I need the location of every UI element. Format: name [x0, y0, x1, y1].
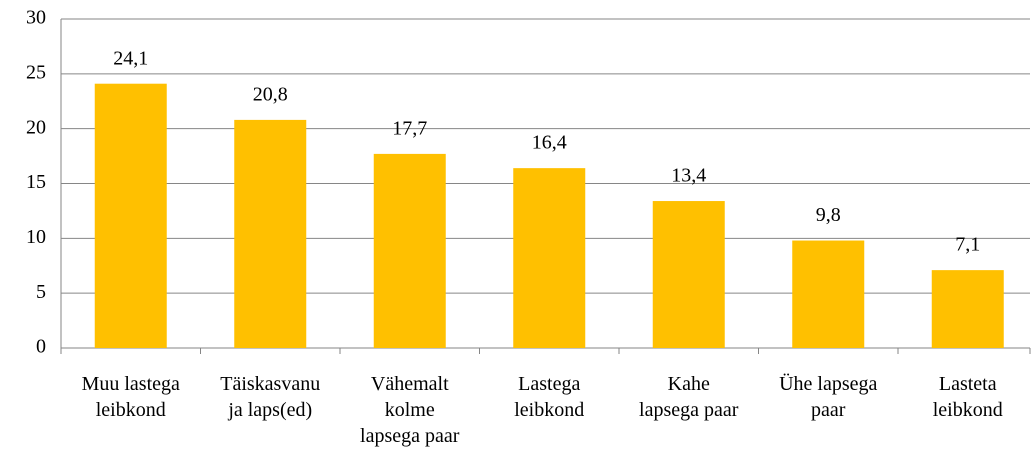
y-tick-label: 10 — [26, 226, 46, 248]
x-tick-label: Vähemalt kolme lapsega paar — [360, 373, 460, 447]
y-tick-label: 0 — [36, 336, 46, 358]
x-tick-label: Ühe lapsega paar — [779, 372, 877, 421]
x-tick-label: Lasteta leibkond — [933, 373, 1003, 421]
y-tick-label: 5 — [36, 281, 46, 303]
x-tick-label: Muu lastega leibkond — [82, 373, 180, 421]
value-label: 7,1 — [955, 234, 980, 256]
value-label: 20,8 — [253, 83, 288, 105]
y-tick-label: 15 — [26, 171, 46, 193]
y-tick-label: 20 — [26, 116, 46, 138]
bar — [94, 83, 167, 348]
x-tick-label: Kahe lapsega paar — [639, 373, 739, 421]
value-label: 13,4 — [671, 165, 706, 187]
value-label: 9,8 — [816, 204, 841, 226]
value-label: 17,7 — [392, 117, 427, 139]
bar — [513, 168, 586, 348]
y-tick-label: 30 — [26, 7, 46, 29]
value-label: 16,4 — [532, 132, 567, 154]
value-label: 24,1 — [113, 47, 148, 69]
bar — [792, 240, 865, 348]
bar — [931, 270, 1004, 348]
bar — [373, 153, 446, 348]
x-tick-label: Täiskasvanu ja laps(ed) — [220, 373, 320, 421]
y-tick-label: 25 — [26, 61, 46, 83]
x-tick-label: Lastega leibkond — [514, 373, 584, 421]
bar — [234, 119, 307, 348]
bar — [652, 201, 725, 348]
